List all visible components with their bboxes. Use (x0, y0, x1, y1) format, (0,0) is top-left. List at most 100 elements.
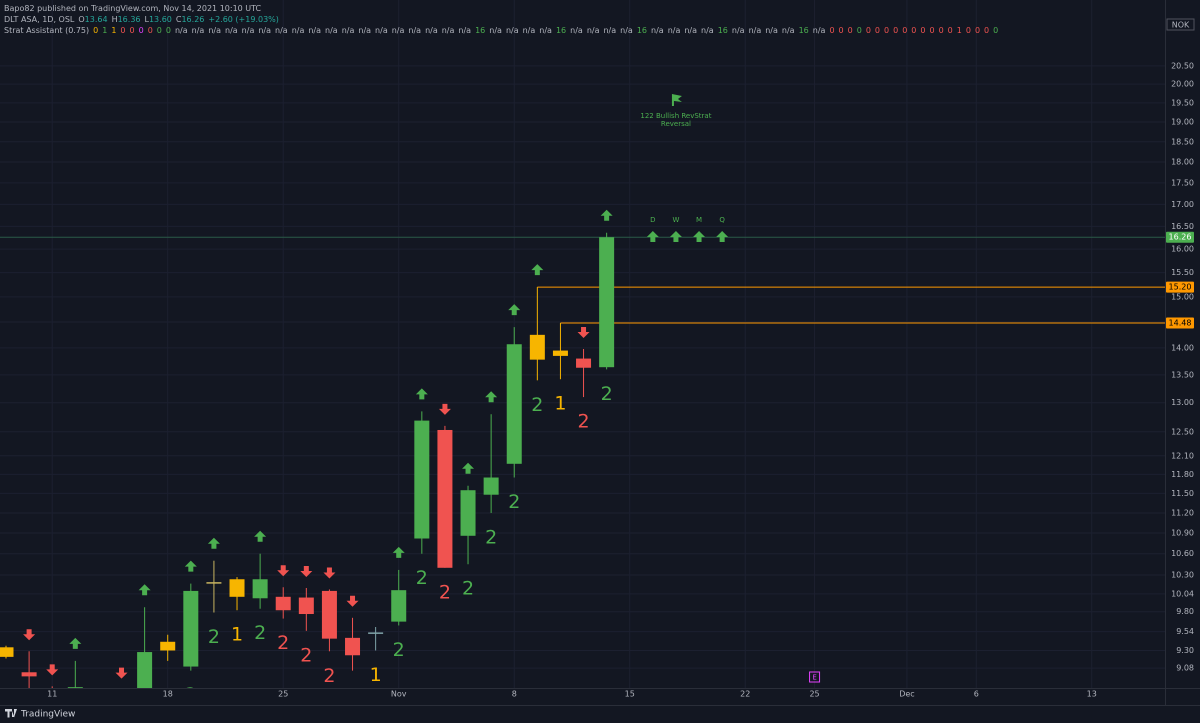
candle-body (391, 590, 407, 622)
candle-body (275, 596, 291, 611)
indicator-value: n/a (731, 26, 745, 35)
indicator-value: n/a (191, 26, 205, 35)
x-tick-label: 15 (625, 690, 635, 699)
indicator-value: n/a (358, 26, 372, 35)
indicator-value: 1 (956, 26, 962, 35)
ohlc-key: H (111, 15, 118, 24)
indicator-value: n/a (539, 26, 552, 35)
indicator-value: 0 (974, 26, 981, 35)
indicator-value: n/a (341, 26, 355, 35)
y-tick-label: 18.50 (1171, 137, 1194, 146)
x-tick-label: 8 (512, 690, 517, 699)
signal-arrow (346, 595, 359, 607)
candle-body (483, 477, 499, 495)
currency-box (1166, 18, 1195, 31)
y-tick-label: 13.50 (1171, 370, 1194, 379)
indicator-value: 0 (847, 26, 853, 35)
x-tick-label: Nov (391, 690, 407, 699)
x-tick-label: 18 (163, 690, 173, 699)
y-tick-label: 19.50 (1171, 98, 1194, 107)
signal-arrow (600, 209, 613, 221)
indicator-value: n/a (667, 26, 681, 35)
indicator-value: n/a (208, 26, 221, 35)
signal-arrow (415, 388, 428, 400)
candle-body (321, 590, 337, 639)
annotation: Reversal (661, 120, 691, 128)
y-tick-label: 11.20 (1171, 508, 1194, 517)
strat-label: 2 (300, 644, 312, 666)
indicator-value: 0 (884, 26, 890, 35)
ohlc-value: 13.64 (84, 15, 108, 24)
indicator-row: Strat Assistant (0.75) 0 1 1 0 0 0 0 0 0 n/a n/a n/a… (4, 25, 1002, 36)
candle-body (552, 350, 568, 356)
candle-body (414, 420, 430, 539)
candle-body (206, 582, 222, 584)
signal-arrow (716, 231, 729, 242)
earnings-marker: E (812, 674, 816, 682)
candle-body (114, 700, 129, 713)
candle-body (368, 632, 384, 634)
strat-label: 2 (462, 578, 474, 600)
indicator-value: n/a (275, 26, 288, 35)
signal-arrow (254, 530, 267, 542)
indicator-value: n/a (241, 26, 255, 35)
indicator-value: 0 (947, 26, 953, 35)
strat-label: 2 (439, 581, 451, 603)
signal-arrow (23, 629, 36, 641)
grid (0, 0, 1165, 688)
signal-arrow (46, 664, 59, 676)
ohlc-key: L (144, 15, 149, 24)
strat-label: 2 (208, 626, 220, 648)
y-tick-label: 18.00 (1171, 158, 1194, 167)
y-tick-label: 9.08 (1176, 664, 1194, 673)
indicator-value: 0 (147, 26, 153, 35)
change: +2.60 (+19.03%) (208, 15, 279, 24)
y-tick-label: 17.00 (1171, 200, 1194, 209)
indicator-value: n/a (586, 26, 600, 35)
indicator-value: n/a (174, 26, 188, 35)
indicator-value: 1 (111, 26, 117, 35)
signal-arrow (207, 537, 220, 549)
signal-arrow (531, 264, 544, 276)
signal-arrow (300, 565, 313, 577)
indicator-value: n/a (225, 26, 238, 35)
price-label: 15.20 (1169, 283, 1192, 292)
y-tick-label: 9.80 (1176, 607, 1194, 616)
signal-arrow (577, 326, 590, 338)
indicator-value: 0 (984, 26, 990, 35)
y-tick-label: 9.30 (1176, 646, 1194, 655)
y-tick-label: 12.50 (1171, 427, 1194, 436)
signal-arrow (485, 391, 498, 403)
x-tick-label: Dec (899, 690, 914, 699)
y-tick-label: 9.54 (1176, 627, 1194, 636)
signal-arrow (323, 567, 336, 579)
candle-body (229, 579, 245, 597)
y-tick-label: 16.50 (1171, 222, 1194, 231)
indicator-value: n/a (701, 26, 714, 35)
candle-body (0, 647, 14, 657)
indicator-value: 0 (965, 26, 971, 35)
x-tick-label: 11 (47, 690, 57, 699)
x-tick-label: 6 (974, 690, 979, 699)
publisher: Bapo82 published on TradingView.com, Nov… (4, 4, 262, 13)
indicator-value: n/a (325, 26, 338, 35)
y-tick-label: 16.00 (1171, 245, 1194, 254)
signal-arrow (138, 584, 151, 596)
candle-body (506, 344, 522, 464)
strat-label: 2 (254, 622, 266, 644)
signal-arrow (184, 560, 197, 572)
signal-arrow (438, 403, 451, 415)
earnings-box (809, 671, 821, 683)
y-tick-label: 15.50 (1171, 268, 1194, 277)
indicator-value: n/a (781, 26, 795, 35)
indicator-value: 0 (893, 26, 899, 35)
flag-icon (671, 94, 682, 106)
legend: Bapo82 published on TradingView.com, Nov… (4, 3, 1002, 36)
strat-label: 2 (485, 526, 497, 548)
timeframe-label: Q (719, 216, 725, 224)
indicator-value: n/a (391, 26, 405, 35)
publisher-row: Bapo82 published on TradingView.com, Nov… (4, 3, 1002, 14)
indicator-value: 16 (717, 26, 728, 35)
timeframe-label: M (696, 216, 702, 224)
indicator-value: 16 (636, 26, 648, 35)
